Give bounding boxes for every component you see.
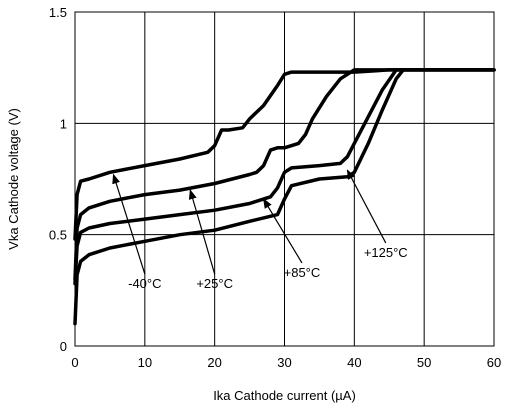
plot-frame xyxy=(74,11,495,347)
annotation-arrow xyxy=(112,173,146,275)
annotation-label: +25°C xyxy=(196,276,233,291)
x-tick-label: 60 xyxy=(487,355,501,370)
x-tick-label: 0 xyxy=(71,355,78,370)
x-tick-label: 50 xyxy=(417,355,431,370)
x-tick-label: 30 xyxy=(277,355,291,370)
series-line xyxy=(73,68,496,281)
tick-labels: 0 10 20 30 40 50 60 0 0.5 1 1.5 xyxy=(49,5,501,370)
annotation-arrow xyxy=(263,198,303,264)
series-line xyxy=(73,68,496,326)
x-tick-label: 40 xyxy=(347,355,361,370)
x-tick-label: 10 xyxy=(138,355,152,370)
y-tick-label: 0.5 xyxy=(49,228,67,243)
annotation-arrow xyxy=(346,169,387,244)
series-lines xyxy=(73,68,496,326)
annotation-label: -40°C xyxy=(128,276,161,291)
annotations: -40°C +25°C +85°C +125°C xyxy=(112,169,408,291)
y-axis-label: Vka Cathode voltage (V) xyxy=(6,108,21,250)
annotation-arrow xyxy=(188,189,216,275)
x-axis-label: Ika Cathode current (µA) xyxy=(213,388,356,403)
series-line xyxy=(73,68,496,286)
y-tick-label: 1 xyxy=(60,116,67,131)
annotation-label: +85°C xyxy=(284,265,321,280)
annotation-label: +125°C xyxy=(364,245,408,260)
y-tick-label: 1.5 xyxy=(49,5,67,20)
x-tick-label: 20 xyxy=(207,355,221,370)
y-tick-label: 0 xyxy=(60,339,67,354)
grid xyxy=(74,11,495,347)
